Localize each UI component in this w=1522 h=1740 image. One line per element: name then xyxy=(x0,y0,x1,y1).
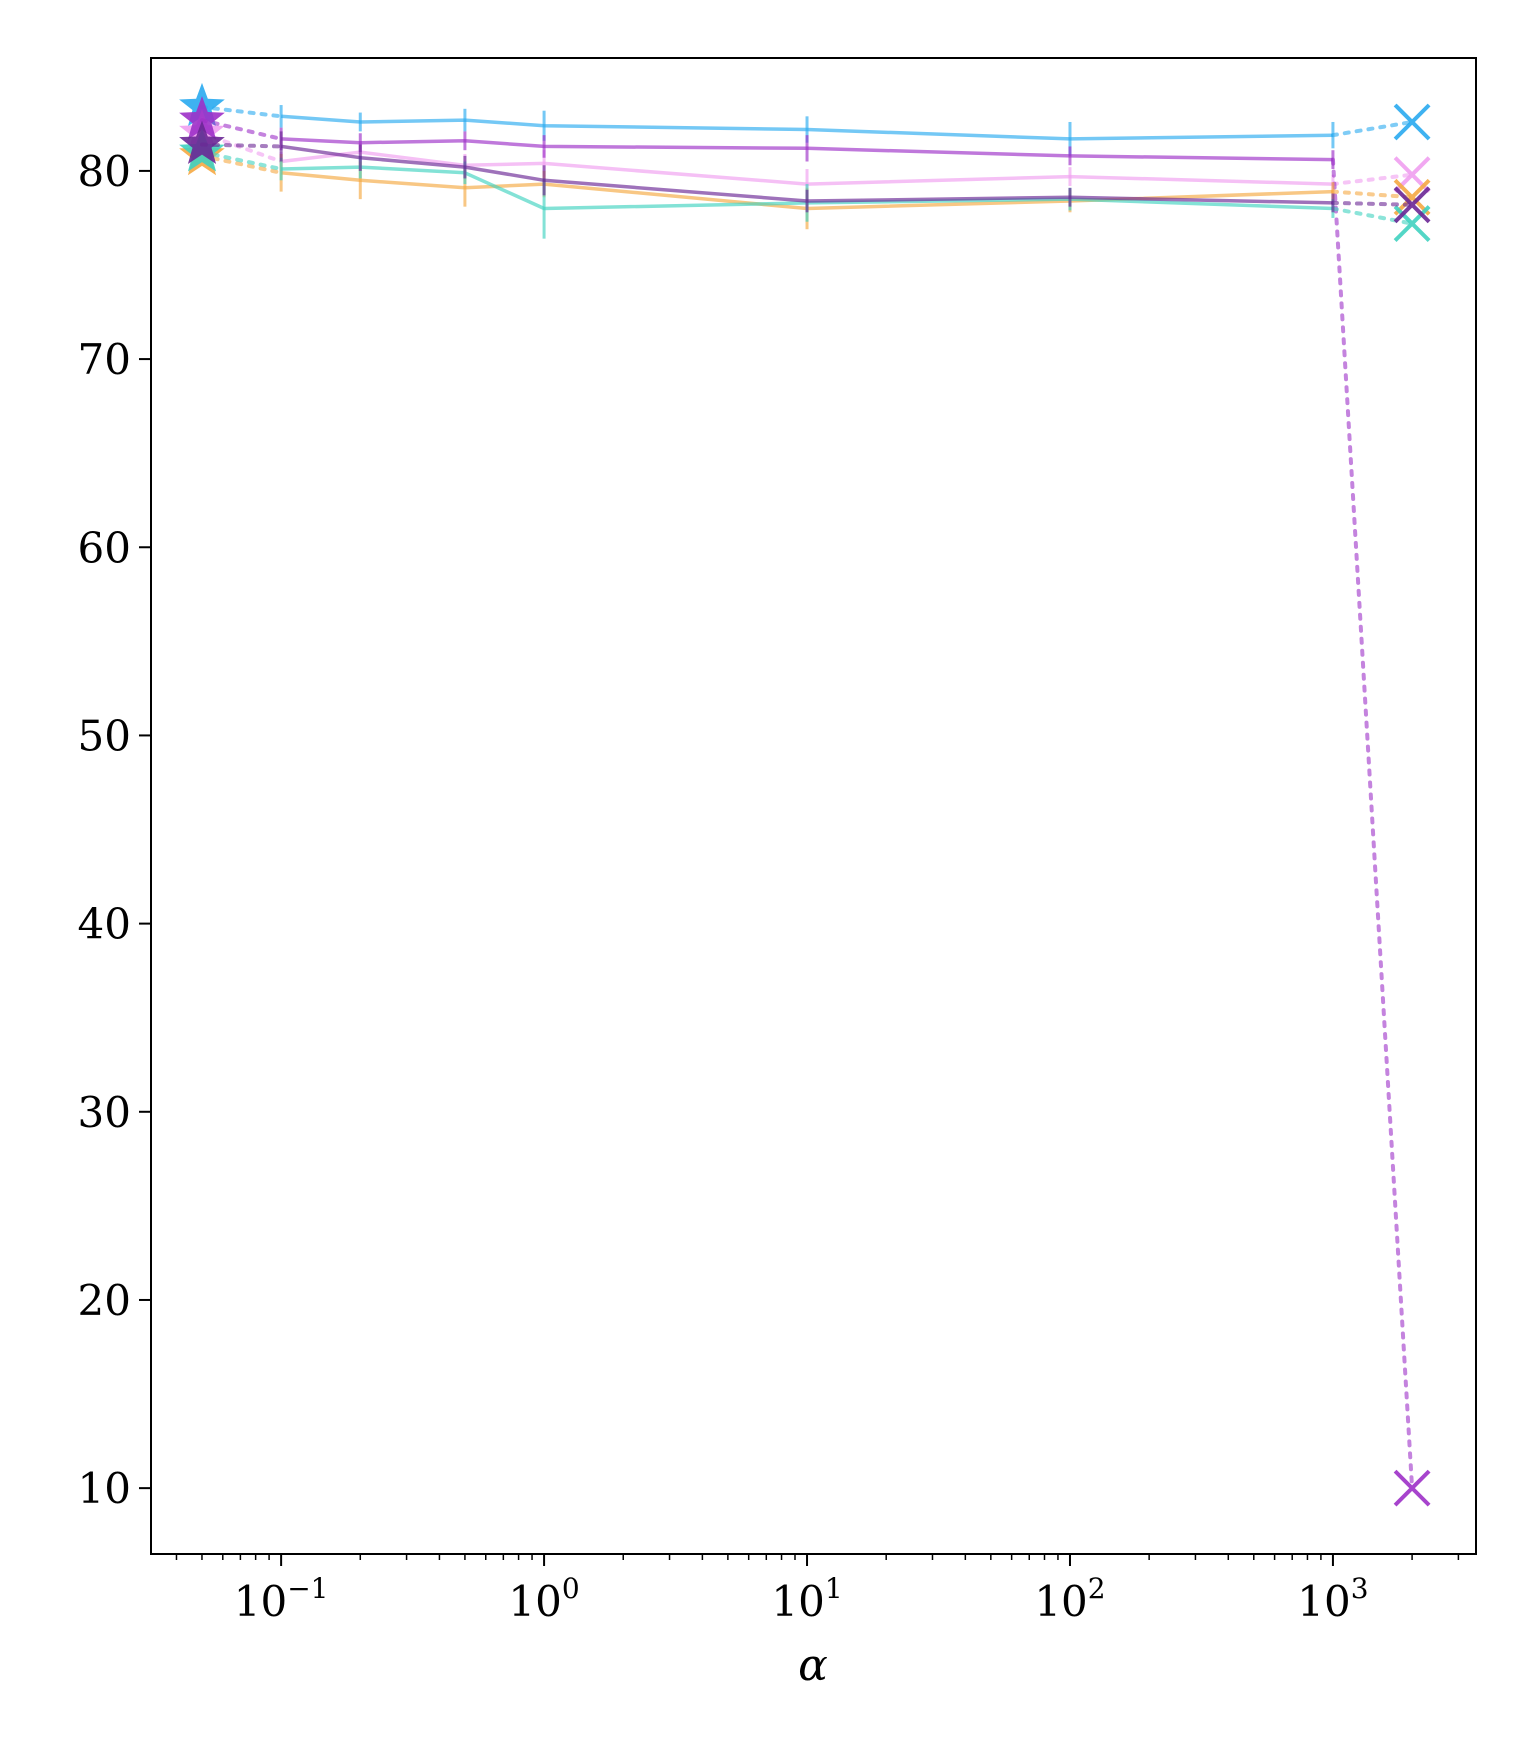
x-axis-label: α xyxy=(798,1640,828,1691)
y-tick-label: 50 xyxy=(78,711,131,760)
x-tick-label: 102 xyxy=(1034,1572,1105,1626)
x-tick-label: 103 xyxy=(1297,1572,1368,1626)
y-tick-label: 30 xyxy=(78,1088,131,1137)
series-5-cross-connector xyxy=(1330,200,1415,207)
series-3-cross-connector xyxy=(1330,189,1415,200)
series-0-cross-marker xyxy=(1393,103,1431,141)
y-tick-label: 10 xyxy=(78,1464,131,1513)
series-2 xyxy=(179,96,1431,1507)
series-2-cross-marker xyxy=(1393,1469,1431,1507)
plot-frame xyxy=(150,57,1477,1555)
series-5 xyxy=(179,120,1431,224)
series-4-cross-marker xyxy=(1393,205,1431,243)
x-tick-label: 100 xyxy=(508,1572,579,1626)
series-2-star-connector xyxy=(199,118,284,141)
y-tick-label: 70 xyxy=(78,335,131,384)
axes: 10 20 30 40 50 60 70 80 10−1 100 101 102 103 xyxy=(78,147,1460,1626)
series-4-cross-connector xyxy=(1330,206,1415,226)
series-0-star-connector xyxy=(199,104,284,119)
y-tick-label: 80 xyxy=(78,147,131,196)
series-5-cross-marker xyxy=(1393,186,1431,224)
series-1-cross-connector xyxy=(1330,172,1415,187)
y-tick-label: 60 xyxy=(78,523,131,572)
x-tick-label: 10−1 xyxy=(234,1572,329,1626)
series-0-cross-connector xyxy=(1330,119,1415,138)
series-5-star-marker xyxy=(179,120,225,164)
series-2-cross-connector xyxy=(1330,157,1415,1491)
series-2-star-marker xyxy=(179,96,225,140)
series-5-star-connector xyxy=(199,142,284,149)
series-3-star-connector xyxy=(199,153,284,175)
series-3-cross-marker xyxy=(1393,178,1431,216)
y-tick-label: 40 xyxy=(78,900,131,949)
x-tick-label: 101 xyxy=(771,1572,842,1626)
plot-area xyxy=(179,82,1431,1507)
series-4-star-connector xyxy=(199,150,284,172)
y-tick-label: 20 xyxy=(78,1276,131,1325)
